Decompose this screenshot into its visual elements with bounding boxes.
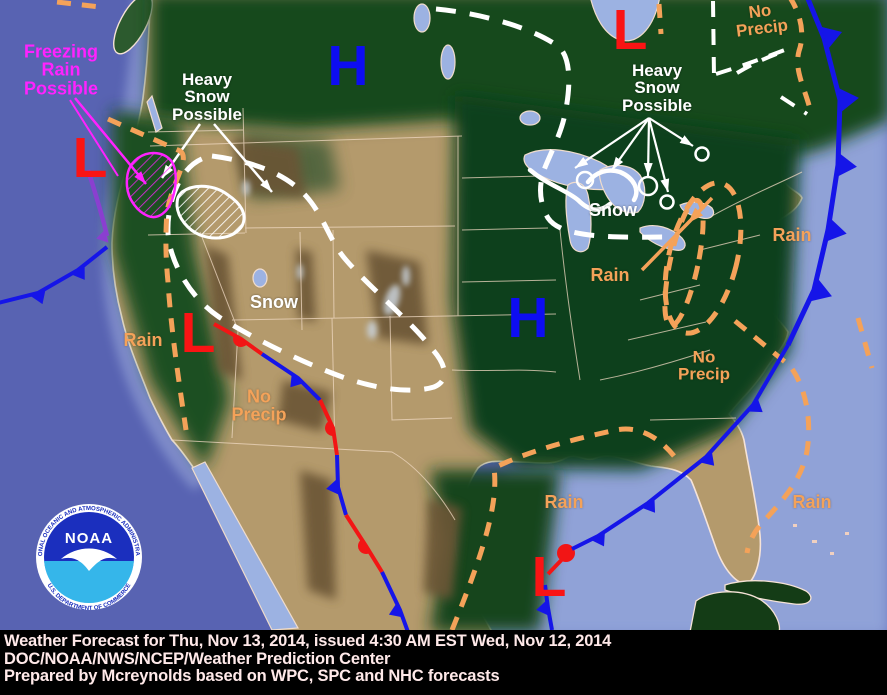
snow-outline-rockies xyxy=(165,153,447,393)
footer-line-agency: DOC/NOAA/NWS/NCEP/Weather Prediction Cen… xyxy=(4,649,391,668)
label-freezing-rain-possible: Freezing Rain Possible xyxy=(23,41,99,99)
label-heavy-snow-possible-northeast: Heavy Snow Possible xyxy=(622,61,692,115)
noaa-logo: NOAA NATIONAL OCEANIC AND ATMOSPHERIC AD… xyxy=(36,504,142,612)
cold-front-gulf-trailing xyxy=(536,584,554,631)
yucatan xyxy=(689,591,781,633)
snow-outline-northeast xyxy=(711,0,809,116)
noaa-seagull xyxy=(61,548,117,571)
footer-line-forecast: Weather Forecast for Thu, Nov 13, 2014, … xyxy=(4,632,612,650)
cold-front-atlantic-north xyxy=(785,0,859,347)
label-rain-gulf: Rain xyxy=(544,491,584,512)
warm-front-gulf xyxy=(546,544,575,576)
occluded-front-pacific xyxy=(85,169,110,243)
heavy-snow-pointers-northeast xyxy=(574,117,710,210)
lake-effect-outlines xyxy=(527,167,639,212)
precip-boundary-maine xyxy=(788,0,813,110)
low-pressure-southwest: L xyxy=(180,301,216,366)
label-rain-atlantic: Rain xyxy=(772,224,812,245)
label-no-precip-west: No Precip xyxy=(231,386,287,425)
low-pressure-gulf: L xyxy=(531,545,567,610)
label-no-precip-east: No Precip xyxy=(678,347,730,384)
high-pressure-north: H xyxy=(327,34,369,99)
freezing-rain-area xyxy=(69,97,177,219)
footer-line-prepared-by: Prepared by Mcreynolds based on WPC, SPC… xyxy=(4,667,500,685)
vancouver-island xyxy=(113,0,153,55)
cold-front-atlantic-south xyxy=(571,343,790,551)
precip-boundary-west xyxy=(106,116,189,431)
stationary-front-southwest xyxy=(213,322,410,633)
label-rain-ohio-valley: Rain xyxy=(590,264,630,285)
james-bay xyxy=(590,0,660,42)
map-graphic: NOAA NATIONAL OCEANIC AND ATMOSPHERIC AD… xyxy=(0,0,887,640)
precip-loop-inner xyxy=(662,197,706,329)
noaa-acronym: NOAA xyxy=(65,530,113,547)
bahamas xyxy=(793,524,849,555)
cold-front-pacific xyxy=(0,245,109,305)
precip-pointer-arrow xyxy=(640,196,714,272)
precip-boundary-gulf xyxy=(449,426,676,631)
footer-credits: Weather Forecast for Thu, Nov 13, 2014, … xyxy=(0,630,887,695)
label-no-precip-northeast: No Precip xyxy=(735,0,789,42)
precip-loop-outer xyxy=(662,180,744,336)
low-pressure-northeast: L xyxy=(612,0,648,63)
great-salt-lake xyxy=(252,268,268,288)
label-rain-california: Rain xyxy=(123,329,163,350)
map-canvas: NOAA NATIONAL OCEANIC AND ATMOSPHERIC AD… xyxy=(0,0,887,640)
high-pressure-central: H xyxy=(507,286,549,351)
puget-sound xyxy=(146,94,163,133)
snow-boundaries xyxy=(165,0,809,393)
label-snow-lakes: Snow xyxy=(589,199,637,220)
label-rain-florida: Rain xyxy=(792,491,832,512)
label-snow-west: Snow xyxy=(250,291,298,312)
fronts xyxy=(0,0,859,633)
low-pressure-pacific-northwest: L xyxy=(72,126,108,191)
label-heavy-snow-possible-northwest: Heavy Snow Possible xyxy=(172,70,242,124)
